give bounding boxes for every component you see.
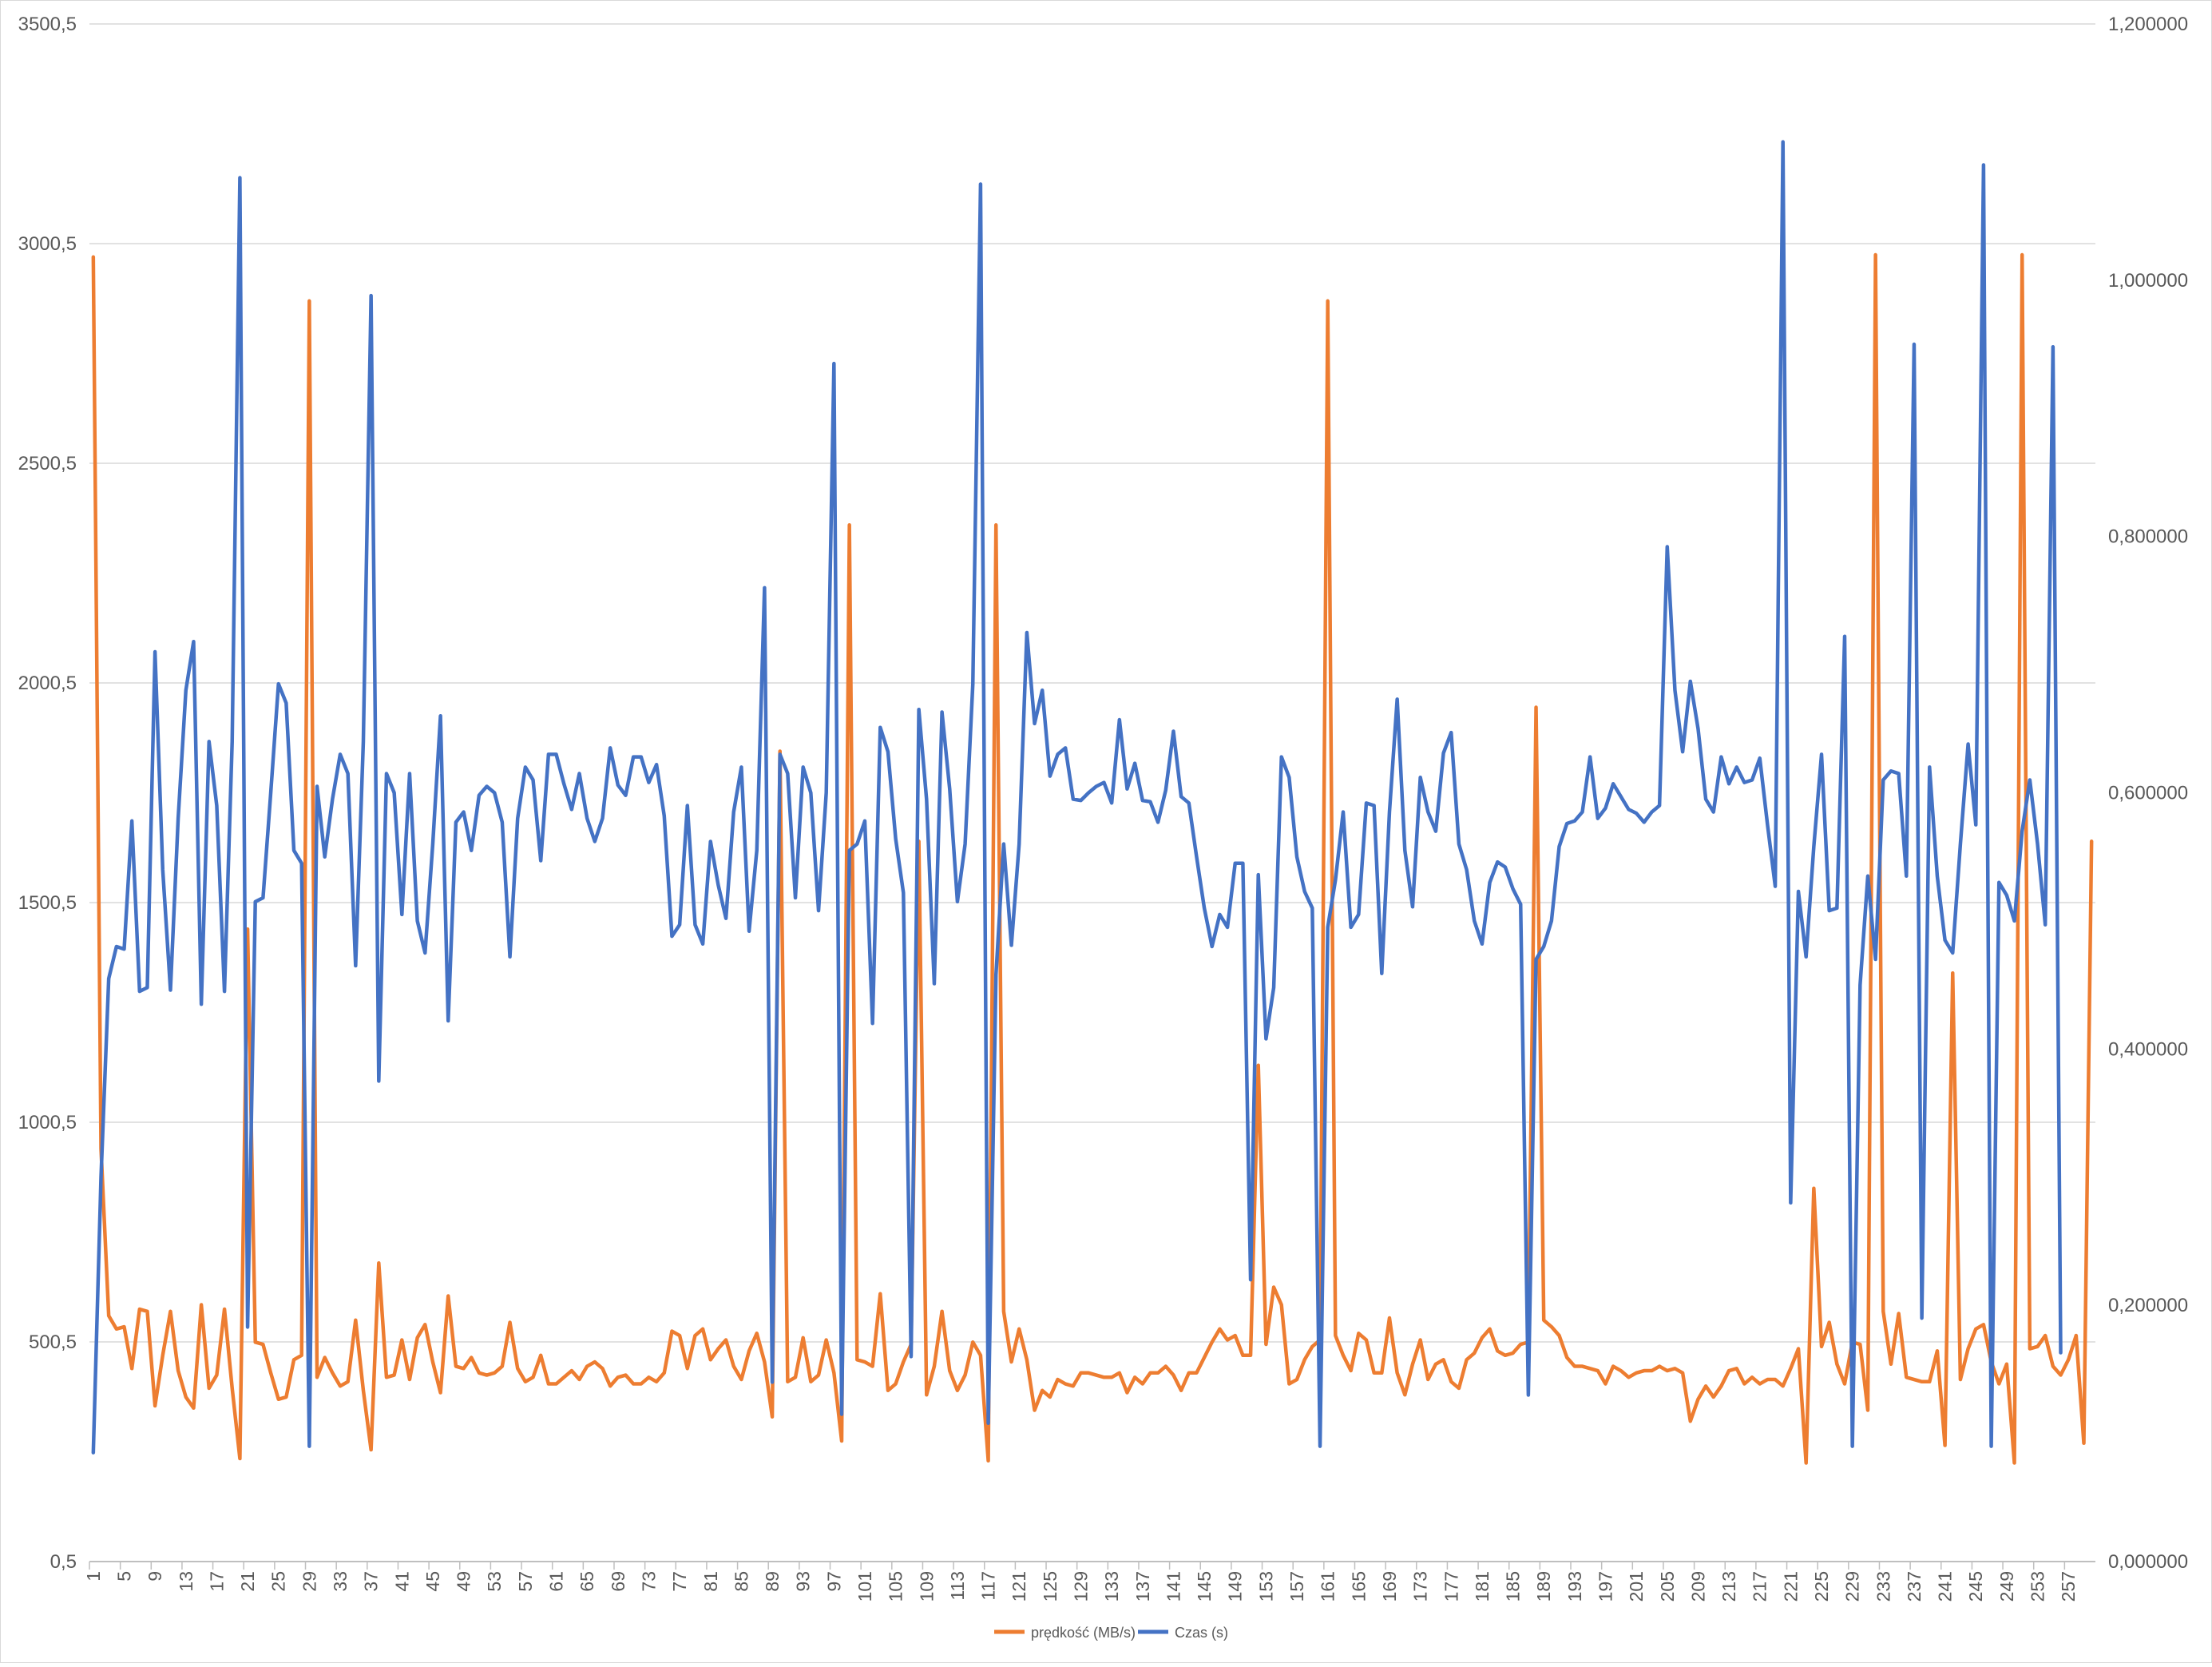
x-tick-label: 225 [1811, 1571, 1832, 1602]
x-tick-label: 5 [113, 1571, 134, 1582]
x-tick-label: 181 [1472, 1571, 1493, 1602]
x-tick-label: 157 [1286, 1571, 1307, 1602]
x-tick-label: 165 [1348, 1571, 1369, 1602]
left-y-tick-label: 2000,5 [18, 673, 77, 694]
x-tick-label: 101 [854, 1571, 875, 1602]
x-tick-label: 53 [484, 1571, 505, 1592]
x-tick-label: 21 [237, 1571, 258, 1592]
x-tick-label: 189 [1533, 1571, 1554, 1602]
x-tick-label: 257 [2058, 1571, 2079, 1602]
x-tick-label: 1 [83, 1571, 104, 1582]
x-tick-label: 129 [1071, 1571, 1092, 1602]
x-tick-label: 61 [546, 1571, 567, 1592]
x-tick-label: 41 [391, 1571, 412, 1592]
x-tick-label: 65 [577, 1571, 597, 1592]
x-tick-label: 161 [1318, 1571, 1338, 1602]
x-tick-label: 37 [361, 1571, 382, 1592]
x-tick-label: 197 [1595, 1571, 1615, 1602]
x-tick-label: 57 [515, 1571, 536, 1592]
legend: prędkość (MB/s) Czas (s) [994, 1625, 1228, 1641]
left-y-axis: 0,5 500,5 1000,5 1500,5 2000,5 2500,5 3000,5 35… [18, 14, 77, 1573]
x-tick-label: 89 [762, 1571, 783, 1592]
x-tick-label: 249 [1996, 1571, 2017, 1602]
x-tick-label: 185 [1503, 1571, 1524, 1602]
legend-item-czas: Czas (s) [1138, 1625, 1228, 1641]
x-tick-label: 113 [947, 1571, 968, 1601]
right-y-tick-label: 0,200000 [2108, 1295, 2188, 1316]
left-y-tick-label: 1500,5 [18, 892, 77, 914]
x-tick-label: 109 [916, 1571, 937, 1602]
x-tick-label: 125 [1040, 1571, 1060, 1602]
left-y-tick-label: 3500,5 [18, 14, 77, 35]
x-tick-label: 29 [299, 1571, 319, 1592]
x-tick-label: 85 [731, 1571, 751, 1592]
x-tick-label: 133 [1101, 1571, 1122, 1602]
x-tick-label: 45 [422, 1571, 443, 1592]
x-tick-label: 145 [1194, 1571, 1215, 1602]
x-tick-label: 121 [1009, 1571, 1029, 1602]
left-y-tick-label: 2500,5 [18, 453, 77, 474]
x-tick-label: 13 [176, 1571, 196, 1592]
x-tick-label: 49 [454, 1571, 474, 1592]
left-y-tick-label: 1000,5 [18, 1112, 77, 1133]
series-line-predkosc [91, 252, 2094, 1465]
x-tick-label: 25 [268, 1571, 289, 1592]
right-y-tick-label: 0,000000 [2108, 1551, 2188, 1573]
x-tick-label: 241 [1935, 1571, 1956, 1602]
right-y-tick-label: 0,400000 [2108, 1038, 2188, 1060]
x-tick-label: 253 [2028, 1571, 2048, 1602]
legend-label: prędkość (MB/s) [1031, 1625, 1136, 1641]
x-tick-label: 245 [1965, 1571, 1986, 1602]
x-tick-label: 117 [978, 1571, 999, 1601]
x-tick-label: 213 [1718, 1571, 1739, 1602]
x-tick-label: 33 [330, 1571, 351, 1592]
right-y-tick-label: 1,000000 [2108, 270, 2188, 292]
x-tick-label: 97 [823, 1571, 844, 1592]
x-tick-label: 237 [1904, 1571, 1925, 1602]
left-y-tick-label: 3000,5 [18, 233, 77, 255]
x-tick-label: 137 [1132, 1571, 1153, 1602]
x-tick-label: 93 [793, 1571, 814, 1592]
x-tick-label: 233 [1873, 1571, 1893, 1602]
x-tick-label: 229 [1842, 1571, 1863, 1602]
x-tick-label: 201 [1626, 1571, 1647, 1602]
x-tick-label: 153 [1255, 1571, 1276, 1602]
left-y-tick-label: 500,5 [29, 1332, 77, 1353]
x-tick-label: 141 [1163, 1571, 1183, 1602]
legend-item-predkosc: prędkość (MB/s) [994, 1625, 1136, 1641]
legend-label: Czas (s) [1175, 1625, 1228, 1641]
x-tick-label: 221 [1780, 1571, 1801, 1602]
left-y-tick-label: 0,5 [50, 1551, 77, 1573]
right-y-tick-label: 0,600000 [2108, 783, 2188, 804]
x-tick-label: 69 [608, 1571, 628, 1592]
x-tick-label: 169 [1379, 1571, 1400, 1602]
x-tick-label: 217 [1750, 1571, 1770, 1602]
right-y-tick-label: 0,800000 [2108, 526, 2188, 548]
x-tick-label: 77 [669, 1571, 690, 1592]
x-tick-label: 205 [1657, 1571, 1678, 1602]
x-tick-label: 17 [206, 1571, 227, 1592]
x-tick-label: 105 [886, 1571, 906, 1602]
gridlines [89, 23, 2095, 1343]
x-tick-label: 73 [638, 1571, 659, 1592]
x-tick-label: 209 [1687, 1571, 1708, 1602]
x-tick-label: 193 [1564, 1571, 1585, 1602]
x-tick-label: 173 [1410, 1571, 1431, 1602]
x-tick-label: 81 [700, 1571, 721, 1592]
series-layer [91, 140, 2094, 1465]
right-y-tick-label: 1,200000 [2108, 14, 2188, 35]
x-axis: 1 5 9 13 17 21 25 29 33 37 41 45 49 53 57 61 65 69 73 77 81 8… [83, 1561, 2095, 1602]
series-line-czas [91, 140, 2063, 1455]
right-y-axis: 0,000000 0,200000 0,400000 0,600000 0,800000… [2108, 14, 2188, 1573]
x-tick-label: 9 [145, 1571, 165, 1582]
x-tick-label: 177 [1441, 1571, 1461, 1602]
x-tick-label: 149 [1225, 1571, 1246, 1602]
